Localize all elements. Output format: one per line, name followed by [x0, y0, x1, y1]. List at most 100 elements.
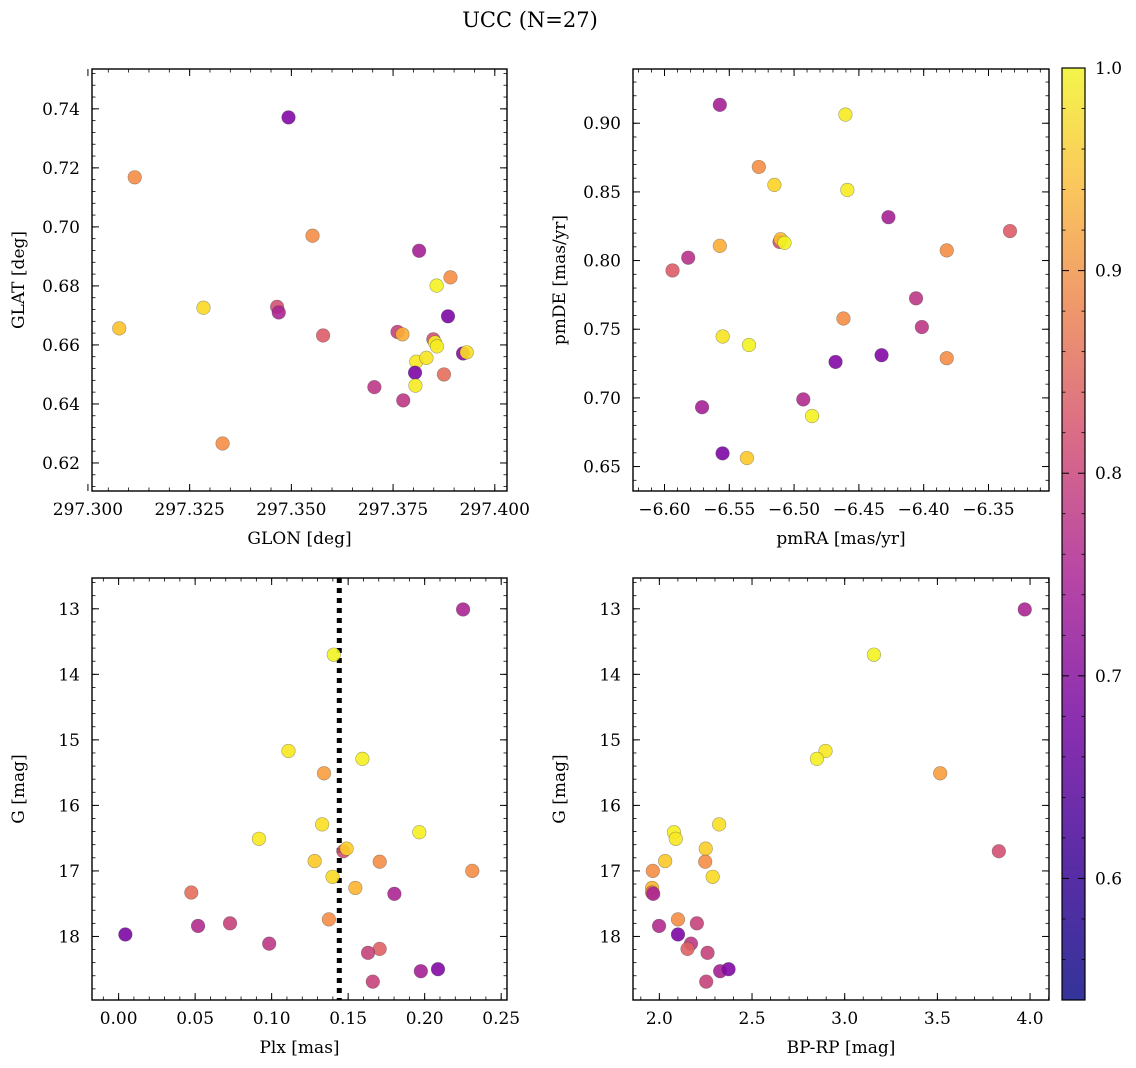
data-point	[939, 351, 954, 366]
data-point	[190, 918, 206, 934]
y-tick-label: 0.90	[583, 114, 621, 134]
data-point	[721, 962, 736, 977]
data-point	[646, 886, 661, 901]
axes-frame	[91, 68, 508, 492]
data-point	[874, 348, 889, 363]
data-point	[668, 831, 683, 846]
y-tick-label: 0.74	[42, 100, 80, 120]
data-point	[698, 841, 713, 856]
data-point	[681, 250, 696, 265]
data-point	[196, 300, 211, 315]
y-tick-label: 0.72	[42, 159, 80, 179]
data-point	[326, 647, 341, 662]
data-point	[908, 291, 924, 306]
y-tick-label: 17	[58, 862, 80, 882]
y-tick-label: 0.85	[583, 183, 621, 203]
y-tick-label: 15	[58, 731, 80, 751]
data-point	[396, 393, 411, 408]
x-axis-label: pmRA [mas/yr]	[776, 529, 905, 549]
x-tick-label: 0.25	[482, 1009, 520, 1029]
data-point	[339, 841, 354, 856]
data-point	[828, 354, 843, 370]
data-point	[670, 912, 686, 927]
x-tick-label: 2.5	[739, 1009, 766, 1029]
data-point	[699, 974, 714, 989]
data-point	[840, 182, 855, 198]
x-tick-label: 0.05	[176, 1009, 214, 1029]
data-point	[355, 751, 370, 766]
figure-title: UCC (N=27)	[462, 8, 598, 32]
y-tick-label: 0.70	[42, 218, 80, 238]
y-tick-label: 0.64	[42, 395, 80, 415]
x-tick-label: 0.20	[406, 1009, 444, 1029]
data-point	[751, 159, 766, 175]
colorbar-tick-label: 0.9	[1095, 262, 1122, 282]
y-tick-label: 0.80	[583, 252, 621, 272]
data-point	[281, 110, 296, 125]
panel-plx-g: 0.00 0.05 0.10 0.15 0.20 0.25 13 14 15 16 17 18 Plx …	[9, 577, 520, 1058]
panels: 297.300 297.325 297.350 297.375 297.400 0.62 0…	[9, 68, 1050, 1058]
data-point	[459, 345, 474, 360]
data-point	[112, 321, 127, 336]
y-tick-label: 0.68	[42, 277, 80, 297]
data-point	[465, 863, 480, 879]
panel-bprp-g: 2.0 2.5 3.0 3.5 4.0 13 14 15 16 17 18 BP-RP [mag] G …	[550, 577, 1050, 1058]
data-point	[715, 329, 730, 344]
panel-glon-glat: 297.300 297.325 297.350 297.375 297.400 0.62 0…	[9, 68, 530, 549]
x-tick-label: 297.325	[154, 500, 224, 520]
x-tick-label: 2.0	[646, 1009, 673, 1029]
data-point	[836, 311, 851, 326]
data-point	[251, 831, 267, 846]
data-point	[372, 854, 387, 869]
data-point	[455, 602, 471, 617]
data-point	[914, 319, 929, 335]
data-point	[419, 350, 434, 366]
data-point	[689, 916, 704, 931]
data-point	[665, 263, 680, 278]
y-tick-label: 15	[599, 731, 621, 751]
data-point	[429, 339, 445, 354]
y-tick-label: 17	[599, 862, 621, 882]
data-point	[365, 974, 380, 989]
data-point	[651, 918, 667, 934]
data-point	[933, 766, 948, 781]
data-point	[271, 305, 286, 320]
data-point	[767, 177, 782, 193]
y-tick-label: 14	[58, 665, 80, 685]
colorbar: 0.6 0.7 0.8 0.9 1.0	[1061, 59, 1122, 1001]
data-point	[215, 436, 230, 451]
data-point	[408, 378, 423, 393]
x-axis-label: GLON [deg]	[247, 529, 351, 549]
y-tick-label: 16	[599, 796, 621, 816]
y-tick-label: 13	[599, 600, 621, 620]
y-tick-label: 14	[599, 665, 621, 685]
data-point	[777, 235, 792, 250]
y-tick-label: 18	[58, 927, 80, 947]
data-point	[321, 912, 336, 927]
y-tick-label: 16	[58, 796, 80, 816]
data-point	[712, 97, 727, 112]
data-point	[305, 228, 320, 243]
x-tick-label: 0.10	[253, 1009, 291, 1029]
y-tick-label: 0.70	[583, 389, 621, 409]
data-point	[412, 825, 427, 840]
data-point	[739, 450, 755, 466]
x-tick-label: −6.50	[768, 500, 820, 520]
data-point	[881, 210, 896, 225]
colorbar-tick-label: 1.0	[1095, 59, 1122, 79]
x-axis-label: Plx [mas]	[259, 1038, 339, 1058]
y-tick-label: 18	[599, 927, 621, 947]
data-point	[436, 367, 452, 382]
data-point	[866, 647, 882, 662]
y-axis-label: GLAT [deg]	[9, 231, 29, 329]
data-point	[700, 945, 715, 960]
data-point	[413, 964, 428, 979]
data-point	[222, 916, 238, 931]
x-tick-label: 297.300	[53, 500, 123, 520]
colorbar-tick-label: 0.8	[1095, 464, 1122, 484]
data-point	[698, 854, 713, 869]
x-tick-label: 0.00	[100, 1009, 138, 1029]
y-axis-label: G [mag]	[550, 754, 570, 823]
data-point	[360, 945, 376, 960]
